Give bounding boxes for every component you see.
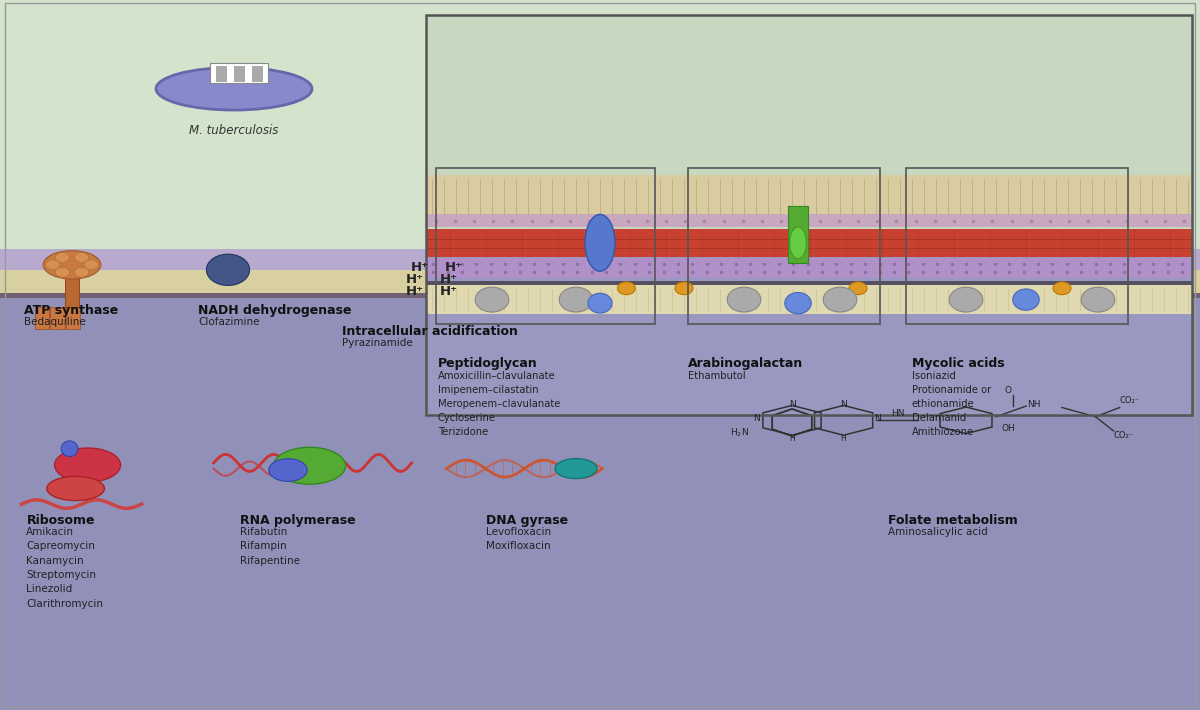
- Bar: [688, 168, 880, 324]
- Text: Ribosome: Ribosome: [26, 514, 95, 527]
- Text: CO₂⁻: CO₂⁻: [1120, 396, 1140, 405]
- Bar: [426, 15, 1192, 415]
- Bar: [252, 66, 263, 82]
- Ellipse shape: [790, 227, 806, 259]
- Ellipse shape: [949, 288, 983, 312]
- Ellipse shape: [554, 459, 598, 479]
- Bar: [216, 66, 227, 82]
- Text: N: N: [874, 415, 881, 423]
- Text: Arabinogalactan: Arabinogalactan: [688, 357, 803, 370]
- Bar: [50, 307, 65, 329]
- Ellipse shape: [586, 214, 616, 271]
- Text: H: H: [790, 434, 794, 442]
- Bar: [426, 285, 1192, 314]
- Ellipse shape: [61, 441, 78, 457]
- Ellipse shape: [1081, 288, 1115, 312]
- Text: H: H: [841, 434, 846, 442]
- Text: Levofloxacin
Moxifloxacin: Levofloxacin Moxifloxacin: [486, 527, 551, 551]
- Text: DNA gyrase: DNA gyrase: [486, 514, 568, 527]
- Text: Intracellular acidification: Intracellular acidification: [342, 325, 518, 338]
- Bar: [426, 257, 1192, 415]
- Text: NH: NH: [1027, 400, 1040, 409]
- Bar: [210, 63, 268, 83]
- Bar: [234, 66, 245, 82]
- Text: H⁺: H⁺: [444, 261, 463, 274]
- Ellipse shape: [850, 282, 866, 295]
- Text: CO₂⁻: CO₂⁻: [1114, 432, 1134, 440]
- Text: RNA polymerase: RNA polymerase: [240, 514, 355, 527]
- Ellipse shape: [46, 260, 60, 270]
- Circle shape: [269, 459, 307, 481]
- Text: ATP synthase: ATP synthase: [24, 304, 119, 317]
- Ellipse shape: [55, 267, 70, 277]
- Ellipse shape: [47, 476, 104, 501]
- Text: Peptidoglycan: Peptidoglycan: [438, 357, 538, 370]
- Ellipse shape: [785, 293, 811, 314]
- Ellipse shape: [1054, 282, 1072, 295]
- Bar: [426, 281, 1192, 285]
- Bar: [426, 258, 1192, 278]
- Bar: [426, 15, 1192, 257]
- Text: Rifabutin
Rifampin
Rifapentine: Rifabutin Rifampin Rifapentine: [240, 527, 300, 566]
- Ellipse shape: [274, 447, 346, 484]
- Ellipse shape: [43, 251, 101, 279]
- Text: HN: HN: [890, 409, 905, 417]
- Ellipse shape: [674, 282, 692, 295]
- Bar: [426, 175, 1192, 214]
- Bar: [0, 0, 1200, 257]
- Text: OH: OH: [1002, 425, 1015, 433]
- Text: H⁺: H⁺: [406, 273, 425, 286]
- Bar: [0, 293, 1200, 298]
- Ellipse shape: [823, 288, 857, 312]
- Ellipse shape: [55, 448, 121, 482]
- Ellipse shape: [84, 260, 98, 270]
- Text: Ethambutol: Ethambutol: [688, 371, 745, 381]
- Text: Amoxicillin–clavulanate
Imipenem–cilastatin
Meropenem–clavulanate
Cycloserine
Te: Amoxicillin–clavulanate Imipenem–cilasta…: [438, 371, 560, 437]
- Ellipse shape: [618, 282, 636, 295]
- Text: Amikacin
Capreomycin
Kanamycin
Streptomycin
Linezolid
Clarithromycin: Amikacin Capreomycin Kanamycin Streptomy…: [26, 527, 103, 608]
- Text: N: N: [752, 415, 760, 423]
- Polygon shape: [206, 254, 250, 285]
- Text: H⁺: H⁺: [410, 261, 430, 274]
- Bar: [788, 206, 808, 263]
- Bar: [35, 307, 49, 329]
- Text: Clofazimine: Clofazimine: [198, 317, 259, 327]
- Ellipse shape: [156, 67, 312, 110]
- Bar: [0, 270, 1200, 293]
- Text: Aminosalicylic acid: Aminosalicylic acid: [888, 527, 988, 537]
- Text: H⁺: H⁺: [406, 285, 425, 298]
- Text: H⁺: H⁺: [439, 285, 458, 298]
- Ellipse shape: [74, 253, 89, 263]
- Bar: [0, 248, 1200, 270]
- Ellipse shape: [559, 288, 593, 312]
- Bar: [0, 257, 1200, 710]
- Text: O: O: [1004, 386, 1012, 395]
- Ellipse shape: [588, 293, 612, 313]
- Bar: [65, 272, 79, 307]
- Bar: [66, 307, 80, 329]
- Text: H$_2$N: H$_2$N: [730, 427, 749, 439]
- Ellipse shape: [74, 267, 89, 277]
- Text: N: N: [788, 400, 796, 409]
- Text: H⁺: H⁺: [439, 273, 458, 286]
- Ellipse shape: [727, 288, 761, 312]
- Text: Pyrazinamide: Pyrazinamide: [342, 338, 413, 348]
- Bar: [906, 168, 1128, 324]
- Bar: [426, 229, 1192, 257]
- Text: Bedaquiline: Bedaquiline: [24, 317, 85, 327]
- Text: Mycolic acids: Mycolic acids: [912, 357, 1004, 370]
- Text: Isoniazid
Protionamide or
ethionamide
Delamanid
Amithiozone: Isoniazid Protionamide or ethionamide De…: [912, 371, 991, 437]
- Text: NADH dehydrogenase: NADH dehydrogenase: [198, 304, 352, 317]
- Bar: [426, 214, 1192, 227]
- Ellipse shape: [475, 288, 509, 312]
- Text: Folate metabolism: Folate metabolism: [888, 514, 1018, 527]
- Bar: [436, 168, 655, 324]
- Ellipse shape: [1013, 289, 1039, 310]
- Text: N: N: [840, 400, 847, 409]
- Text: M. tuberculosis: M. tuberculosis: [190, 124, 278, 137]
- Ellipse shape: [55, 253, 70, 263]
